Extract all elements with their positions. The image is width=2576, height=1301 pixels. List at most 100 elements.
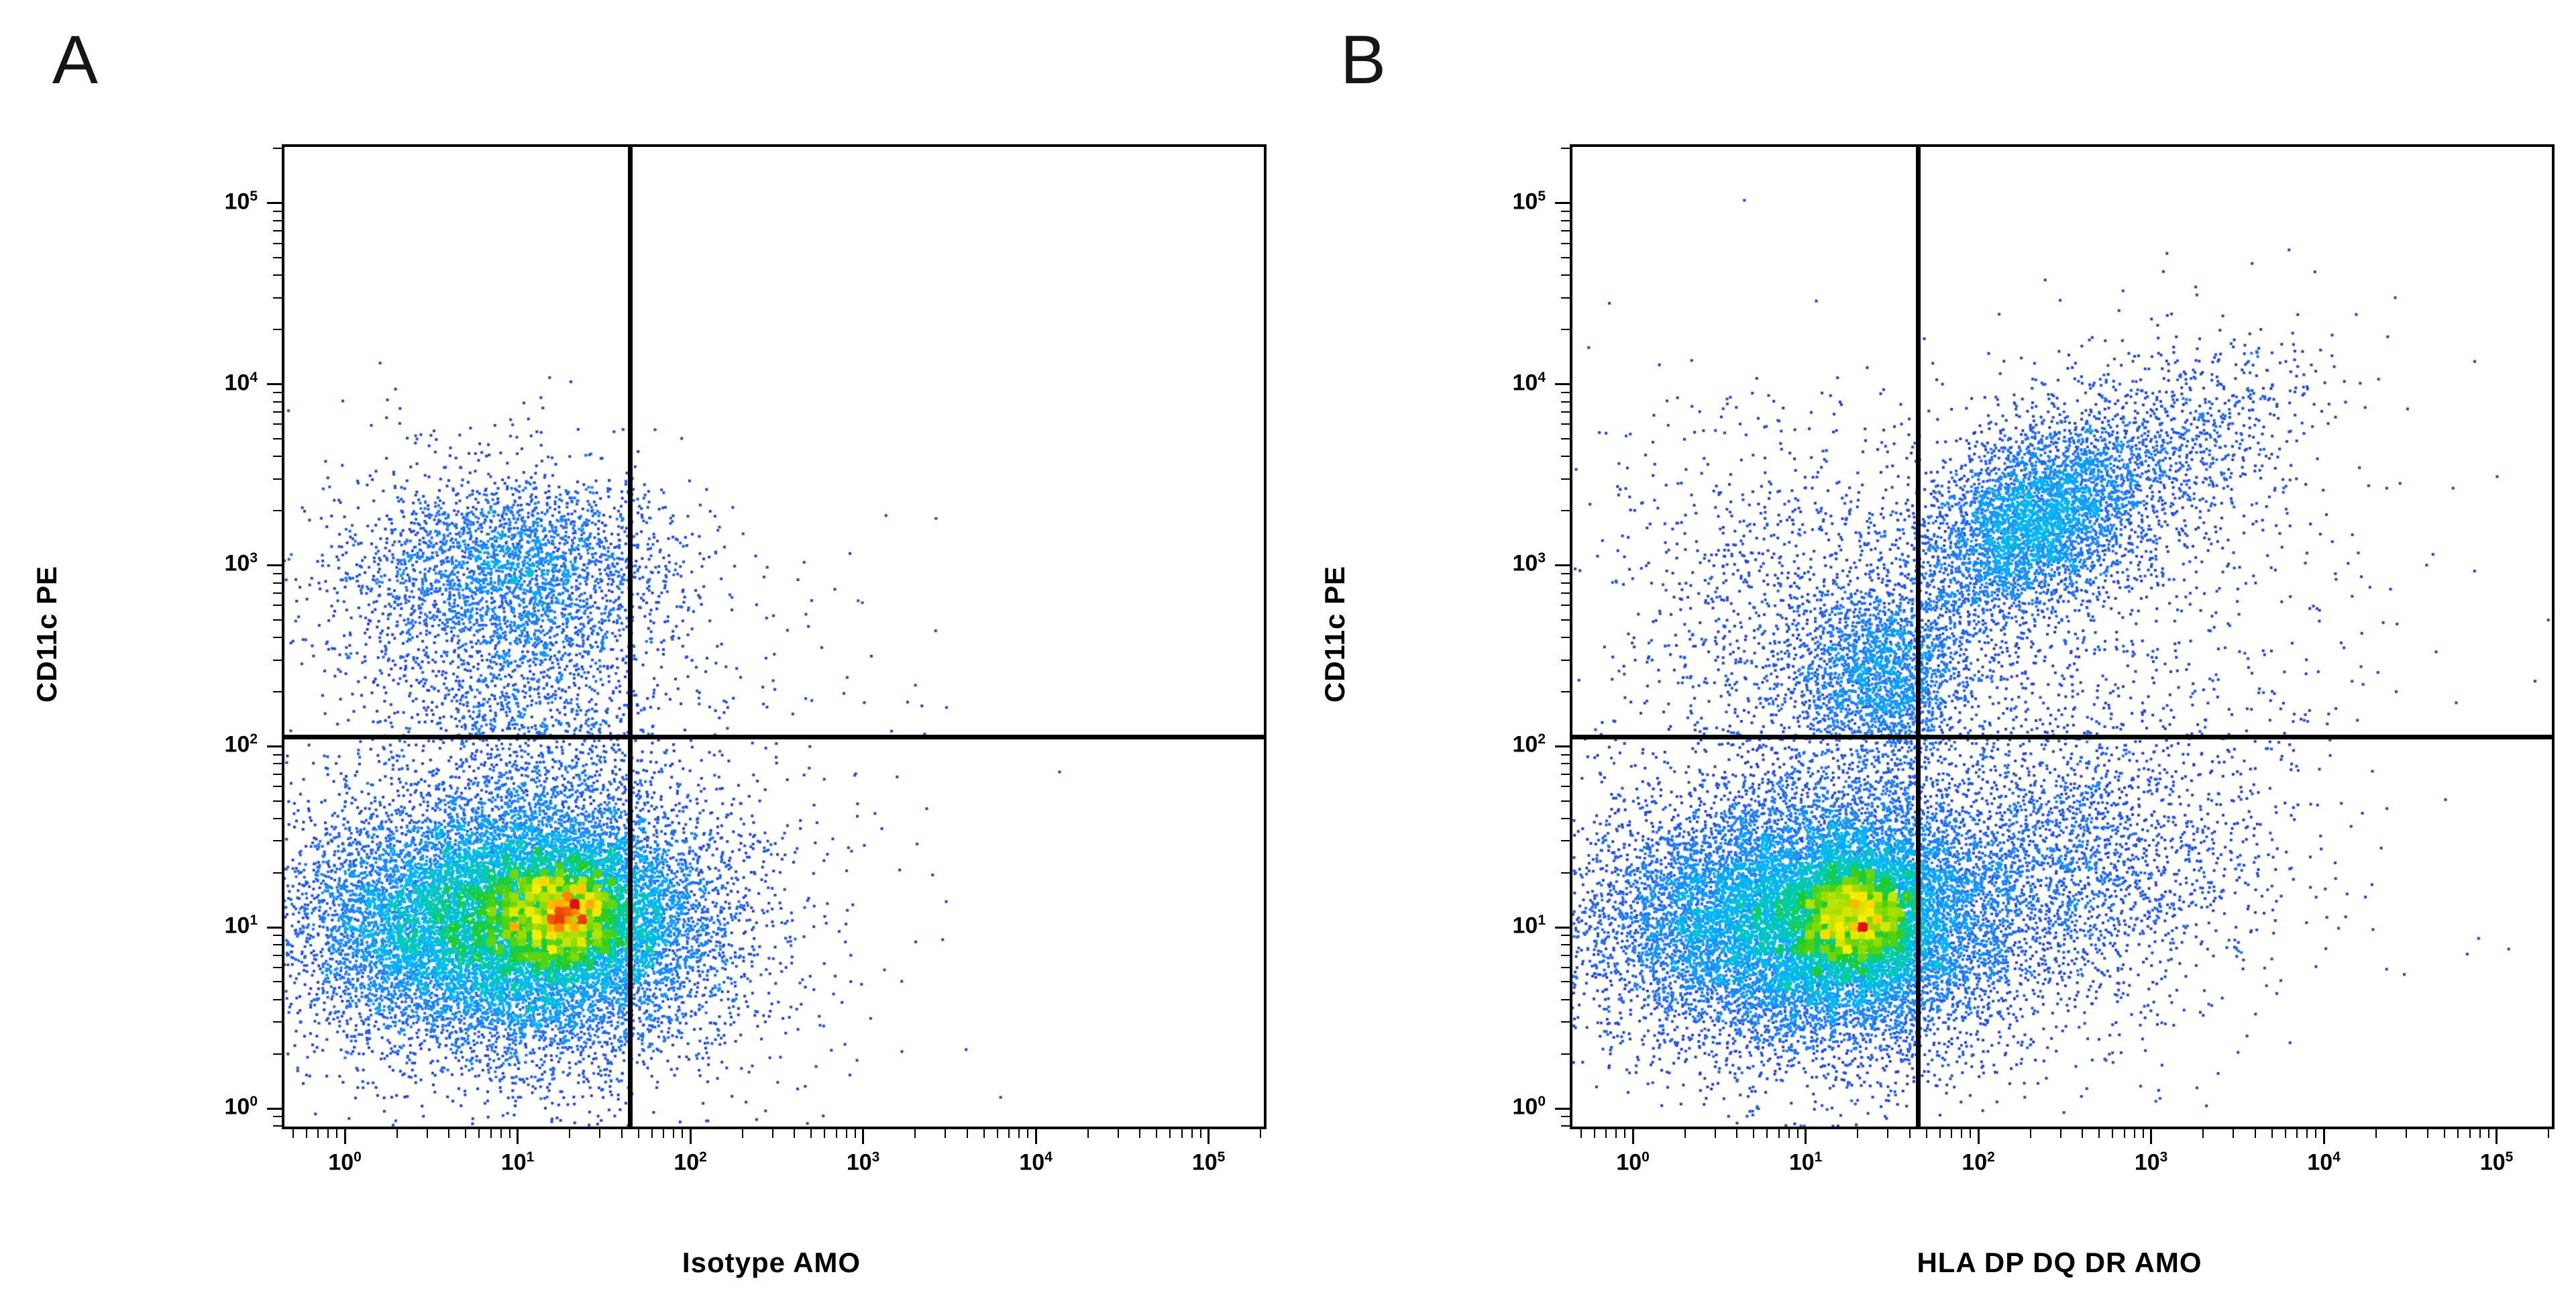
x-axis-minor-tick — [845, 1129, 847, 1138]
x-axis-minor-tick — [1018, 1129, 1020, 1138]
y-axis-minor-tick — [1561, 1021, 1570, 1023]
y-axis-major-tick — [267, 564, 282, 566]
y-axis-minor-tick — [273, 1021, 282, 1023]
x-axis-minor-tick — [292, 1129, 294, 1138]
y-axis-minor-tick — [1561, 242, 1570, 244]
x-axis-tick-label: 104 — [2307, 1149, 2341, 1176]
y-axis-minor-tick — [273, 478, 282, 480]
x-axis-minor-tick — [1766, 1129, 1768, 1138]
x-axis-minor-tick — [1970, 1129, 1972, 1138]
y-axis-minor-tick — [1561, 840, 1570, 842]
x-axis-minor-tick — [2315, 1129, 2317, 1138]
x-axis-minor-tick — [835, 1129, 837, 1138]
x-axis-major-tick — [1977, 1129, 1980, 1144]
y-axis-minor-tick — [273, 967, 282, 968]
x-axis-tick-label: 103 — [846, 1149, 880, 1176]
x-axis-minor-tick — [2029, 1129, 2031, 1138]
panel-b-quadrant-gate-horizontal — [1572, 735, 2552, 740]
y-axis-minor-tick — [273, 219, 282, 221]
x-axis-minor-tick — [2284, 1129, 2286, 1138]
y-axis-major-tick — [1555, 745, 1570, 747]
y-axis-minor-tick — [273, 572, 282, 574]
x-axis-minor-tick — [1925, 1129, 1927, 1138]
y-axis-major-tick — [1555, 383, 1570, 386]
y-axis-minor-tick — [1561, 582, 1570, 584]
x-axis-tick-label: 105 — [1191, 1149, 1226, 1176]
y-axis-minor-tick — [1561, 592, 1570, 594]
x-axis-minor-tick — [1857, 1129, 1859, 1138]
x-axis-tick-label: 101 — [1788, 1149, 1823, 1176]
y-axis-minor-tick — [1561, 391, 1570, 393]
x-axis-minor-tick — [2098, 1129, 2100, 1138]
y-axis-minor-tick — [273, 437, 282, 439]
panel-b-scatter-canvas — [1572, 147, 2552, 1127]
x-axis-tick-label: 102 — [1962, 1149, 1995, 1176]
x-axis-major-tick — [2150, 1129, 2153, 1144]
y-axis-minor-tick — [273, 800, 282, 802]
y-axis-minor-tick — [273, 148, 282, 150]
y-axis-minor-tick — [1561, 256, 1570, 258]
x-axis-tick-label: 103 — [2134, 1149, 2168, 1176]
y-axis-minor-tick — [273, 329, 282, 331]
x-axis-minor-tick — [2059, 1129, 2061, 1138]
y-axis-minor-tick — [273, 582, 282, 584]
y-axis-minor-tick — [273, 954, 282, 956]
x-axis-minor-tick — [2457, 1129, 2459, 1138]
y-axis-minor-tick — [1561, 817, 1570, 819]
y-axis-tick-label: 101 — [1512, 913, 1546, 939]
y-axis-minor-tick — [1561, 211, 1570, 212]
x-axis-minor-tick — [1624, 1129, 1626, 1138]
x-axis-minor-tick — [336, 1129, 338, 1138]
x-axis-minor-tick — [2444, 1129, 2446, 1138]
x-axis-minor-tick — [1156, 1129, 1158, 1138]
x-axis-minor-tick — [741, 1129, 743, 1138]
x-axis-minor-tick — [2133, 1129, 2135, 1138]
y-axis-minor-tick — [273, 872, 282, 874]
x-axis-minor-tick — [1951, 1129, 1953, 1138]
x-axis-major-tick — [1805, 1129, 1807, 1144]
y-axis-major-tick — [267, 745, 282, 747]
y-axis-minor-tick — [273, 786, 282, 788]
x-axis-minor-tick — [1087, 1129, 1089, 1138]
x-axis-minor-tick — [2469, 1129, 2471, 1138]
y-axis-minor-tick — [1561, 786, 1570, 788]
y-axis-minor-tick — [273, 840, 282, 842]
x-axis-minor-tick — [2142, 1129, 2144, 1138]
y-axis-tick-label: 102 — [1512, 731, 1546, 758]
panel-b-x-axis-title: HLA DP DQ DR AMO — [1917, 1247, 2202, 1278]
x-axis-minor-tick — [2479, 1129, 2481, 1138]
y-axis-minor-tick — [1561, 872, 1570, 874]
x-axis-minor-tick — [1961, 1129, 1963, 1138]
y-axis-major-tick — [1555, 926, 1570, 929]
y-axis-minor-tick — [1561, 230, 1570, 232]
x-axis-major-tick — [862, 1129, 865, 1144]
x-axis-minor-tick — [426, 1129, 428, 1138]
y-axis-minor-tick — [273, 1125, 282, 1127]
y-axis-minor-tick — [1561, 455, 1570, 457]
x-axis-minor-tick — [1939, 1129, 1941, 1138]
x-axis-tick-label: 100 — [1616, 1149, 1650, 1176]
y-axis-minor-tick — [273, 274, 282, 276]
y-axis-minor-tick — [273, 423, 282, 425]
y-axis-major-tick — [1555, 564, 1570, 566]
x-axis-major-tick — [689, 1129, 692, 1144]
panel-b-plot: 100 100 101 101 102 102 103 103 104 104 105 105 — [1512, 144, 2555, 1175]
y-axis-minor-tick — [273, 1116, 282, 1118]
x-axis-minor-tick — [2112, 1129, 2114, 1138]
panel-b: B CD11c PE 100 100 101 101 102 102 103 103 104 10… — [1288, 0, 2576, 1301]
panel-a-quadrant-gate-vertical — [628, 147, 633, 1127]
panel-a: A CD11c PE 100 100 101 101 102 102 103 103 104 10… — [31, 25, 1267, 1278]
y-axis-tick-label: 104 — [1512, 369, 1546, 395]
x-axis-minor-tick — [1008, 1129, 1010, 1138]
y-axis-tick-label: 100 — [1512, 1094, 1546, 1120]
x-axis-tick-label: 100 — [328, 1149, 362, 1176]
x-axis-minor-tick — [396, 1129, 398, 1138]
panel-a-plot: 100 100 101 101 102 102 103 103 104 104 105 105 — [224, 144, 1267, 1175]
y-axis-minor-tick — [1561, 659, 1570, 661]
y-axis-minor-tick — [1561, 967, 1570, 968]
y-axis-minor-tick — [1561, 691, 1570, 693]
x-axis-tick-label: 102 — [674, 1149, 707, 1176]
y-axis-minor-tick — [1561, 753, 1570, 756]
y-axis-minor-tick — [1561, 636, 1570, 638]
